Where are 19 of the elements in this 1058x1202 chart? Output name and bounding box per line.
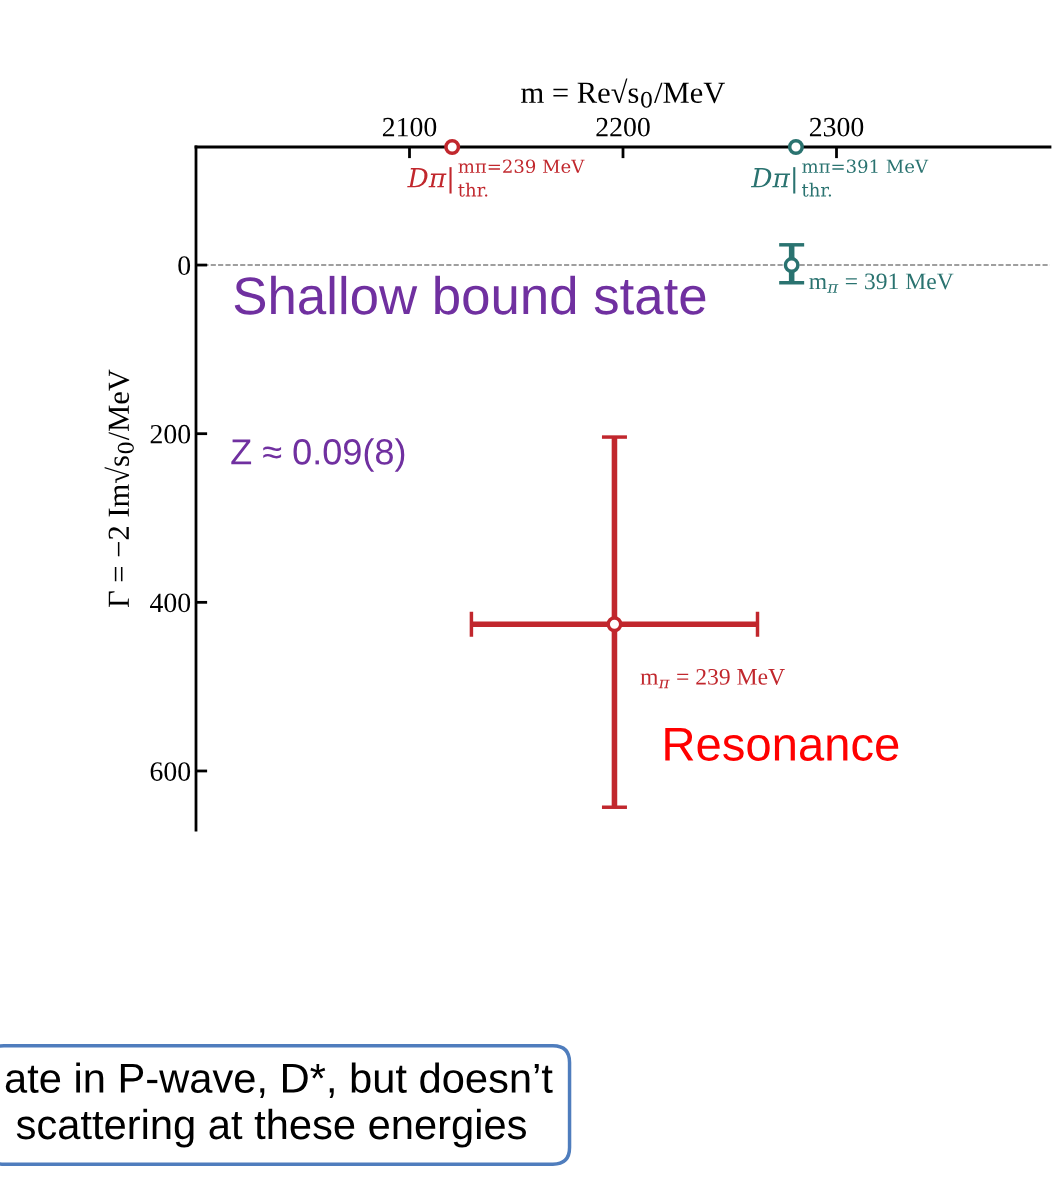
- annotation: Resonance: [665, 727, 899, 761]
- point: [444, 139, 461, 155]
- point: [606, 616, 623, 633]
- x-tick-label: 2200: [596, 117, 650, 137]
- x-tick-label: 2300: [809, 117, 864, 137]
- point: [787, 139, 804, 155]
- y-tick-label: 400: [150, 593, 191, 613]
- annotation: m$_{π}$ = 239 MeV: [640, 668, 785, 689]
- x-tick-label: 2100: [382, 117, 437, 137]
- text: ate in P-wave, D*, but doesn’t scattering at these energies: [5, 1062, 553, 1148]
- point: [783, 257, 800, 274]
- annotation: m$_{π}$ = 391 MeV: [809, 273, 954, 293]
- y-axis-title: Γ = −2 Im√s$_{0}$/MeV: [104, 369, 134, 608]
- x-axis-title: m = Re√s$_{0}$/MeV: [521, 78, 725, 108]
- y-tick-label: 0: [178, 256, 191, 275]
- y-tick-label: 200: [150, 424, 191, 444]
- annotation: Shallow bound state: [234, 275, 706, 315]
- annotation: Z ≈ 0.09(8): [231, 438, 405, 472]
- y-tick-label: 600: [150, 762, 191, 781]
